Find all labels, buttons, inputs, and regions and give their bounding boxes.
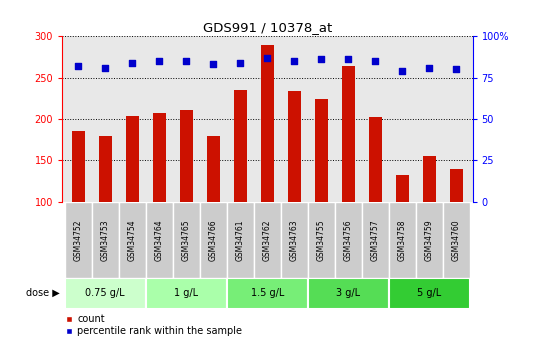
Text: GSM34759: GSM34759: [425, 219, 434, 260]
Point: [371, 58, 380, 64]
Bar: [179, 110, 193, 202]
Point: [452, 67, 461, 72]
Bar: [449, 169, 463, 202]
Bar: [65, 278, 146, 309]
Bar: [227, 202, 254, 278]
Point: [182, 58, 191, 64]
Bar: [443, 202, 470, 278]
Title: GDS991 / 10378_at: GDS991 / 10378_at: [202, 21, 332, 34]
Text: GSM34755: GSM34755: [317, 219, 326, 260]
Bar: [287, 91, 301, 202]
Point: [398, 68, 407, 74]
Text: GSM34757: GSM34757: [371, 219, 380, 260]
Bar: [173, 202, 200, 278]
Text: GSM34760: GSM34760: [452, 219, 461, 260]
Text: 3 g/L: 3 g/L: [336, 288, 360, 298]
Bar: [389, 278, 470, 309]
Bar: [227, 278, 308, 309]
Point: [74, 63, 83, 69]
Text: 5 g/L: 5 g/L: [417, 288, 441, 298]
Bar: [314, 99, 328, 202]
Bar: [281, 202, 308, 278]
Point: [290, 58, 299, 64]
Text: GSM34763: GSM34763: [290, 219, 299, 260]
Bar: [308, 278, 389, 309]
Text: GSM34752: GSM34752: [74, 219, 83, 260]
Text: GSM34754: GSM34754: [128, 219, 137, 260]
Bar: [71, 131, 85, 202]
Bar: [368, 117, 382, 202]
Point: [101, 65, 110, 70]
Point: [128, 60, 137, 66]
Text: 0.75 g/L: 0.75 g/L: [85, 288, 125, 298]
Text: 1.5 g/L: 1.5 g/L: [251, 288, 284, 298]
Text: GSM34762: GSM34762: [263, 219, 272, 260]
Point: [155, 58, 164, 64]
Bar: [233, 90, 247, 202]
Bar: [152, 113, 166, 202]
Text: GSM34758: GSM34758: [398, 219, 407, 260]
Bar: [422, 156, 436, 202]
Bar: [125, 116, 139, 202]
Bar: [98, 136, 112, 202]
Text: GSM34764: GSM34764: [155, 219, 164, 260]
Point: [344, 57, 353, 62]
Bar: [308, 202, 335, 278]
Bar: [200, 202, 227, 278]
Bar: [119, 202, 146, 278]
Bar: [389, 202, 416, 278]
Bar: [335, 202, 362, 278]
Bar: [362, 202, 389, 278]
Text: dose ▶: dose ▶: [26, 288, 59, 298]
Point: [236, 60, 245, 66]
Bar: [65, 202, 92, 278]
Text: GSM34756: GSM34756: [344, 219, 353, 260]
Legend: count, percentile rank within the sample: count, percentile rank within the sample: [62, 310, 246, 340]
Bar: [146, 202, 173, 278]
Bar: [92, 202, 119, 278]
Point: [209, 62, 218, 67]
Bar: [395, 175, 409, 202]
Bar: [146, 278, 227, 309]
Bar: [416, 202, 443, 278]
Point: [317, 57, 326, 62]
Bar: [341, 66, 355, 202]
Text: GSM34765: GSM34765: [182, 219, 191, 260]
Text: GSM34761: GSM34761: [236, 219, 245, 260]
Point: [263, 55, 272, 60]
Text: GSM34766: GSM34766: [209, 219, 218, 260]
Text: GSM34753: GSM34753: [101, 219, 110, 260]
Text: 1 g/L: 1 g/L: [174, 288, 198, 298]
Bar: [260, 45, 274, 202]
Point: [425, 65, 434, 70]
Bar: [206, 136, 220, 202]
Bar: [254, 202, 281, 278]
